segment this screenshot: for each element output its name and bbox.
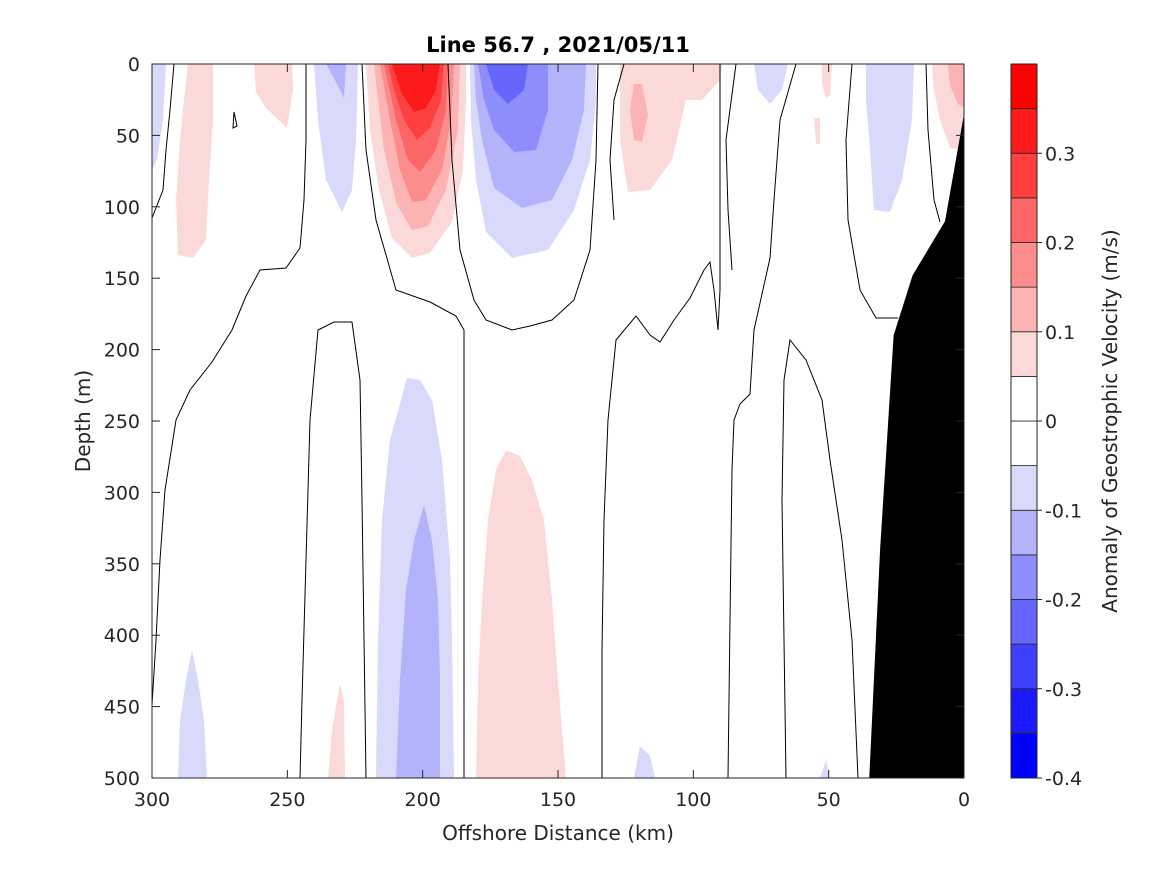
zero-contour	[151, 63, 175, 219]
colorbar-swatch	[1010, 108, 1038, 154]
colorbar-swatch	[1010, 197, 1038, 243]
contour-fill	[620, 64, 722, 192]
colorbar: 0.3 0.2 0.1 0 -0.1 -0.2 -0.3 -0.4 Anomaly of Ge…	[1010, 63, 1122, 790]
colorbar-tick-label: 0.1	[1045, 322, 1075, 344]
zero-contour	[151, 64, 307, 706]
zero-contour	[725, 63, 737, 271]
zero-contour	[601, 64, 721, 778]
colorbar-tick-label: -0.3	[1045, 679, 1082, 701]
y-tick-label: 300	[104, 482, 140, 504]
colorbar-swatch	[1010, 509, 1038, 556]
contour-fill	[866, 64, 914, 212]
colorbar-swatch	[1010, 242, 1038, 288]
zero-contour	[925, 63, 941, 223]
zero-contour	[609, 63, 625, 221]
colorbar-label: Anomaly of Geostrophic Velocity (m/s)	[1098, 229, 1122, 612]
contour-fill	[820, 760, 830, 778]
contour-fill	[754, 64, 788, 104]
contour-fill	[822, 64, 832, 98]
y-tick-label: 100	[104, 197, 140, 219]
colorbar-tick-label: 0.2	[1045, 233, 1075, 255]
colorbar-tick-label: -0.1	[1045, 500, 1082, 522]
colorbar-tick-label: -0.4	[1045, 768, 1082, 790]
filled-contours	[152, 64, 964, 778]
colorbar-swatch	[1010, 732, 1038, 779]
colorbar-tick-label: -0.2	[1045, 590, 1082, 612]
x-tick-label: 50	[817, 789, 841, 811]
colorbar-swatch	[1010, 554, 1038, 600]
x-tick-label: 250	[269, 789, 305, 811]
contour-fill	[486, 64, 528, 104]
x-axis-label: Offshore Distance (km)	[442, 821, 674, 845]
colorbar-ticks: 0.3 0.2 0.1 0 -0.1 -0.2 -0.3 -0.4	[1037, 143, 1082, 790]
colorbar-swatch	[1010, 375, 1038, 422]
x-axis-ticks: 300 250 200 150 100 50 0	[134, 64, 970, 811]
zero-contour	[232, 111, 238, 129]
zero-contour	[447, 63, 599, 331]
contour-fill	[814, 118, 820, 144]
colorbar-swatch	[1010, 63, 1038, 110]
contour-fill	[254, 64, 293, 128]
plot-area	[151, 63, 965, 779]
contour-fill	[392, 64, 440, 112]
colorbar-swatch	[1010, 465, 1038, 511]
y-axis-ticks: 0 50 100 150 200 250 300 350 400 450 500	[104, 54, 964, 790]
colorbar-swatch	[1010, 643, 1038, 690]
contour-fill	[152, 64, 166, 170]
contour-fill	[176, 64, 213, 258]
y-tick-label: 200	[104, 340, 140, 362]
colorbar-swatch	[1010, 286, 1038, 333]
x-tick-label: 200	[405, 789, 441, 811]
y-tick-label: 400	[104, 625, 140, 647]
y-tick-label: 350	[104, 554, 140, 576]
colorbar-swatch	[1010, 420, 1038, 467]
colorbar-swatch	[1010, 688, 1038, 734]
contour-fill	[476, 450, 566, 778]
zero-contour	[727, 63, 797, 779]
colorbar-swatch	[1010, 152, 1038, 199]
contour-fill	[314, 64, 358, 212]
y-tick-label: 500	[104, 768, 140, 790]
contour-fill	[178, 650, 207, 778]
zero-contour	[299, 321, 367, 779]
zero-contour	[361, 63, 465, 778]
colorbar-swatch	[1010, 599, 1038, 645]
colorbar-swatches	[1010, 63, 1038, 779]
zero-contour-lines	[151, 63, 941, 779]
contour-fill	[396, 505, 440, 778]
colorbar-tick-label: 0.3	[1045, 143, 1075, 165]
x-tick-label: 150	[540, 789, 576, 811]
y-tick-label: 50	[116, 125, 140, 147]
zero-contour	[845, 63, 898, 319]
contour-fill	[634, 746, 655, 778]
x-tick-label: 0	[958, 789, 970, 811]
colorbar-tick-label: 0	[1045, 411, 1057, 433]
chart-title: Line 56.7 , 2021/05/11	[426, 33, 690, 57]
x-tick-label: 100	[675, 789, 711, 811]
contour-fill	[630, 84, 648, 142]
y-tick-label: 150	[104, 268, 140, 290]
y-tick-label: 250	[104, 411, 140, 433]
x-tick-label: 300	[134, 789, 170, 811]
bathymetry-mask	[869, 113, 964, 779]
y-axis-label: Depth (m)	[71, 370, 95, 472]
zero-contour	[781, 338, 859, 779]
y-tick-label: 450	[104, 697, 140, 719]
contour-fill	[328, 684, 345, 778]
contour-fill	[948, 64, 964, 108]
colorbar-swatch	[1010, 331, 1038, 377]
contour-fill	[326, 64, 346, 98]
y-tick-label: 0	[128, 54, 140, 76]
